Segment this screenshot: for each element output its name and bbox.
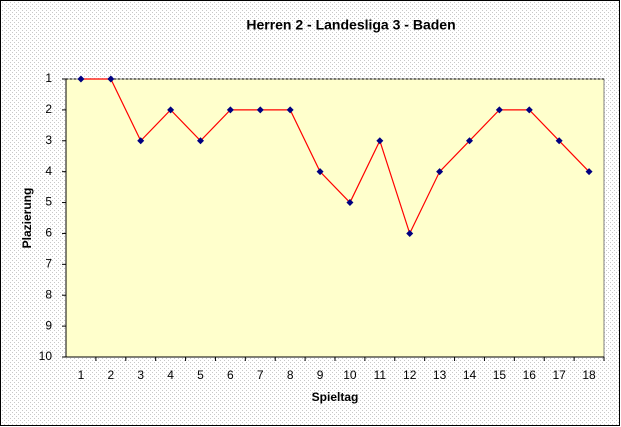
x-tick-label: 4 <box>167 368 174 382</box>
x-tick-label: 13 <box>433 368 447 382</box>
plot-area <box>65 78 605 358</box>
data-marker <box>436 168 444 176</box>
x-tick-label: 10 <box>343 368 357 382</box>
y-tick-label: 2 <box>45 102 52 116</box>
data-line <box>80 78 590 236</box>
x-tick-label: 9 <box>317 368 324 382</box>
data-marker <box>555 137 563 145</box>
x-tick-label: 6 <box>227 368 234 382</box>
data-marker <box>256 106 264 114</box>
y-tick-label: 10 <box>39 349 53 363</box>
x-tick-label: 11 <box>374 368 387 382</box>
x-tick-label: 3 <box>137 368 144 382</box>
x-tick-label: 2 <box>107 368 114 382</box>
data-marker <box>167 106 175 114</box>
x-tick-label: 18 <box>582 368 596 382</box>
x-tick-label: 12 <box>403 368 417 382</box>
x-tick-label: 14 <box>463 368 477 382</box>
data-marker <box>137 137 145 145</box>
y-tick-label: 1 <box>45 71 52 85</box>
data-marker <box>406 229 414 237</box>
data-marker <box>466 137 473 145</box>
data-marker <box>286 106 294 114</box>
data-marker <box>585 168 593 176</box>
y-tick-label: 3 <box>45 133 52 147</box>
data-marker <box>495 106 503 114</box>
data-marker <box>346 199 354 207</box>
y-tick-label: 6 <box>45 226 52 240</box>
x-tick-label: 16 <box>523 368 537 382</box>
data-marker <box>525 106 533 114</box>
data-marker <box>376 137 384 145</box>
x-tick-label: 1 <box>78 368 85 382</box>
x-tick-label: 15 <box>493 368 507 382</box>
y-tick-label: 9 <box>45 318 52 332</box>
data-marker <box>107 75 115 83</box>
x-tick-label: 5 <box>197 368 204 382</box>
y-tick-label: 4 <box>45 164 52 178</box>
data-marker <box>197 137 204 145</box>
data-marker <box>77 75 85 83</box>
y-tick-label: 5 <box>45 195 52 209</box>
x-tick-label: 8 <box>287 368 294 382</box>
x-axis-title: Spieltag <box>312 390 359 404</box>
y-tick-label: 7 <box>45 257 52 271</box>
data-marker <box>226 106 234 114</box>
y-tick-label: 8 <box>45 287 52 301</box>
x-tick-label: 7 <box>257 368 264 382</box>
chart-title: Herren 2 - Landesliga 3 - Baden <box>246 17 455 33</box>
data-marker <box>316 168 324 176</box>
x-tick-label: 17 <box>552 368 566 382</box>
y-axis-title: Plazierung <box>20 188 34 249</box>
